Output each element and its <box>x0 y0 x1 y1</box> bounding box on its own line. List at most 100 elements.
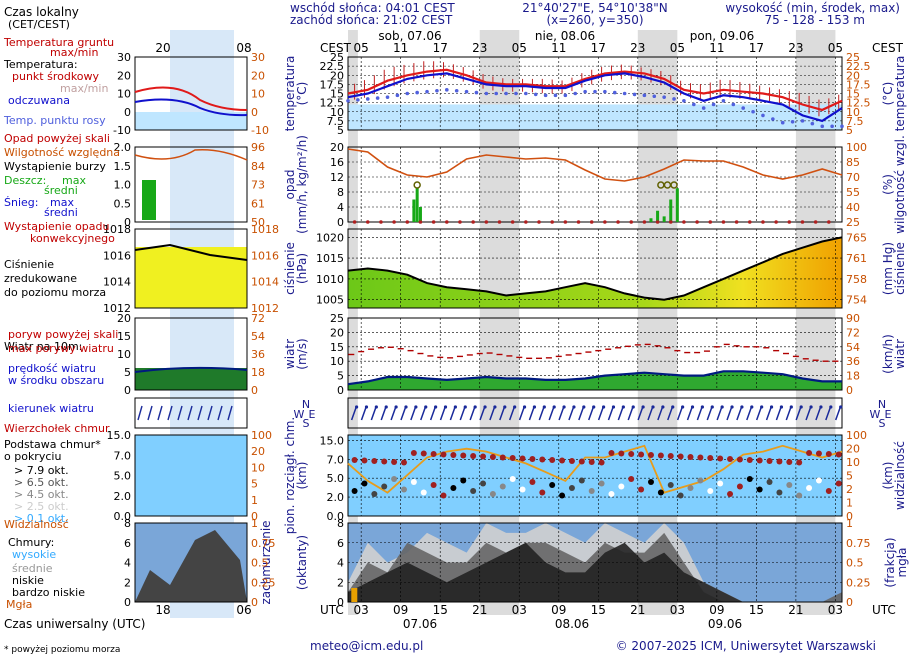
cloud-top-dot <box>539 456 546 463</box>
cloud-top-dot <box>815 450 822 457</box>
wind-arrow-head <box>809 405 813 409</box>
dew-point <box>385 95 390 99</box>
utc-hour-label: 03 <box>354 603 369 617</box>
legend-ytick: 2 <box>124 576 131 589</box>
vis-tick: 100 <box>846 429 867 442</box>
dew-point <box>711 102 716 107</box>
dew-point <box>820 124 825 129</box>
cloud-top-dot <box>598 459 605 466</box>
legend-ytick: 0 <box>124 216 131 229</box>
day-label-bottom: 09.06 <box>708 617 742 631</box>
cloud-top-dot <box>529 456 536 462</box>
legend-ytick-right: 1012 <box>251 302 279 315</box>
dew-point <box>741 106 745 110</box>
legend-wind-arrow <box>167 405 173 421</box>
legend-ytick-right: 1014 <box>251 276 279 289</box>
dew-point <box>435 88 439 93</box>
legend-text: Wierzchołek chmur <box>4 422 110 435</box>
dew-point <box>445 88 449 92</box>
legend-ytick-right: 0 <box>251 106 258 119</box>
ytick-label: 20 <box>330 141 344 154</box>
wind-arrow-head <box>720 405 724 409</box>
cloud-base-dot <box>391 476 398 482</box>
legend-ytick: 1016 <box>103 249 131 262</box>
cloud-top-dot <box>707 455 714 461</box>
cloud-base-dot <box>381 483 388 490</box>
ytick-label: 10 <box>330 106 344 119</box>
legend-ytick-right: 18 <box>251 366 265 379</box>
legend-temp-line <box>134 86 248 111</box>
ytick-label: 15.0 <box>320 434 345 447</box>
precip-marker <box>695 220 699 224</box>
ytick-label: 22.5 <box>320 60 345 73</box>
precip-marker <box>484 220 489 224</box>
cest-label-right: CEST <box>872 41 904 55</box>
precip-bar <box>675 188 679 222</box>
ytick-label: 7.0 <box>327 453 345 466</box>
legend-okt: > 0.1 okt. <box>14 512 69 525</box>
feel-temp-line <box>347 72 843 123</box>
ytick-label: 12 <box>330 171 344 184</box>
precip-marker <box>629 220 634 224</box>
wind-arrow-head <box>374 405 378 409</box>
cloud-top-dot <box>608 450 615 456</box>
wind-arrow-head <box>424 405 428 409</box>
cest-hour-label: 05 <box>670 41 685 55</box>
legend-ytick: 1018 <box>103 223 131 236</box>
utc-label-right: UTC <box>872 603 896 617</box>
cloud-base-dot <box>578 477 585 484</box>
utc-hour-label: 15 <box>433 603 448 617</box>
legend-ytick-right: 54 <box>251 330 265 343</box>
wind-arrow-head <box>611 405 616 409</box>
legend-visibility: Widzialność <box>4 518 69 531</box>
cloud-base-dot <box>460 477 467 484</box>
cloud-base-dot <box>628 476 635 482</box>
cloud-top-dot <box>736 456 743 463</box>
cloud-top-dot <box>746 457 753 463</box>
winddir-frame <box>347 397 843 429</box>
legend-cloud-fill <box>135 435 247 516</box>
precip-marker <box>537 220 541 224</box>
sunrise-text: wschód słońca: 04:01 CEST <box>290 1 455 15</box>
legend-ytick: -10 <box>113 124 131 137</box>
wind-arrow-head <box>740 405 744 409</box>
cloud-top-dot <box>509 455 516 461</box>
cloud-top-dot <box>835 451 842 458</box>
wind-arrow-head <box>364 405 369 409</box>
ytick-label: 10 <box>330 355 344 368</box>
legend-text: konwekcyjnego <box>30 232 115 245</box>
precip-marker <box>616 220 620 224</box>
legend-frame <box>134 397 248 429</box>
dew-point <box>346 99 350 103</box>
pressure-area <box>348 237 842 308</box>
legend-text: Ciśnienie <box>4 258 54 271</box>
dew-point <box>652 94 657 99</box>
dew-point <box>622 91 627 96</box>
ytick-label: 4 <box>337 201 344 214</box>
dew-point <box>761 113 765 118</box>
cloud-base-dot <box>806 485 813 491</box>
precip-marker <box>761 220 765 224</box>
temp-axis-unit-r: (°C) <box>881 82 895 106</box>
vis-tick: 1 <box>846 497 853 510</box>
legend-cl-low: niskie <box>12 574 44 587</box>
compass-letter: S <box>303 417 310 430</box>
precip-marker <box>747 220 752 224</box>
ytick-label-right: 85 <box>846 156 860 169</box>
legend-wind-arrow <box>227 405 233 421</box>
precip-marker <box>589 220 594 224</box>
panel-frame <box>347 228 843 309</box>
wind-arrow-head <box>582 405 586 409</box>
precip-marker <box>352 220 357 224</box>
ytick-label: 25 <box>330 51 344 64</box>
cloud-top-dot <box>638 451 645 458</box>
cloud-top-dot <box>450 452 457 458</box>
temp-axis-label-r: temperatura <box>893 56 907 132</box>
cloud-top-dot <box>618 450 625 457</box>
grid-text: (x=260, y=350) <box>546 13 643 27</box>
wind-arrow-head <box>414 405 418 409</box>
legend-frame <box>134 317 248 391</box>
legend-ytick: 2.0 <box>114 141 132 154</box>
legend-wind-line <box>134 366 248 373</box>
legend-ytick: 1012 <box>103 302 131 315</box>
